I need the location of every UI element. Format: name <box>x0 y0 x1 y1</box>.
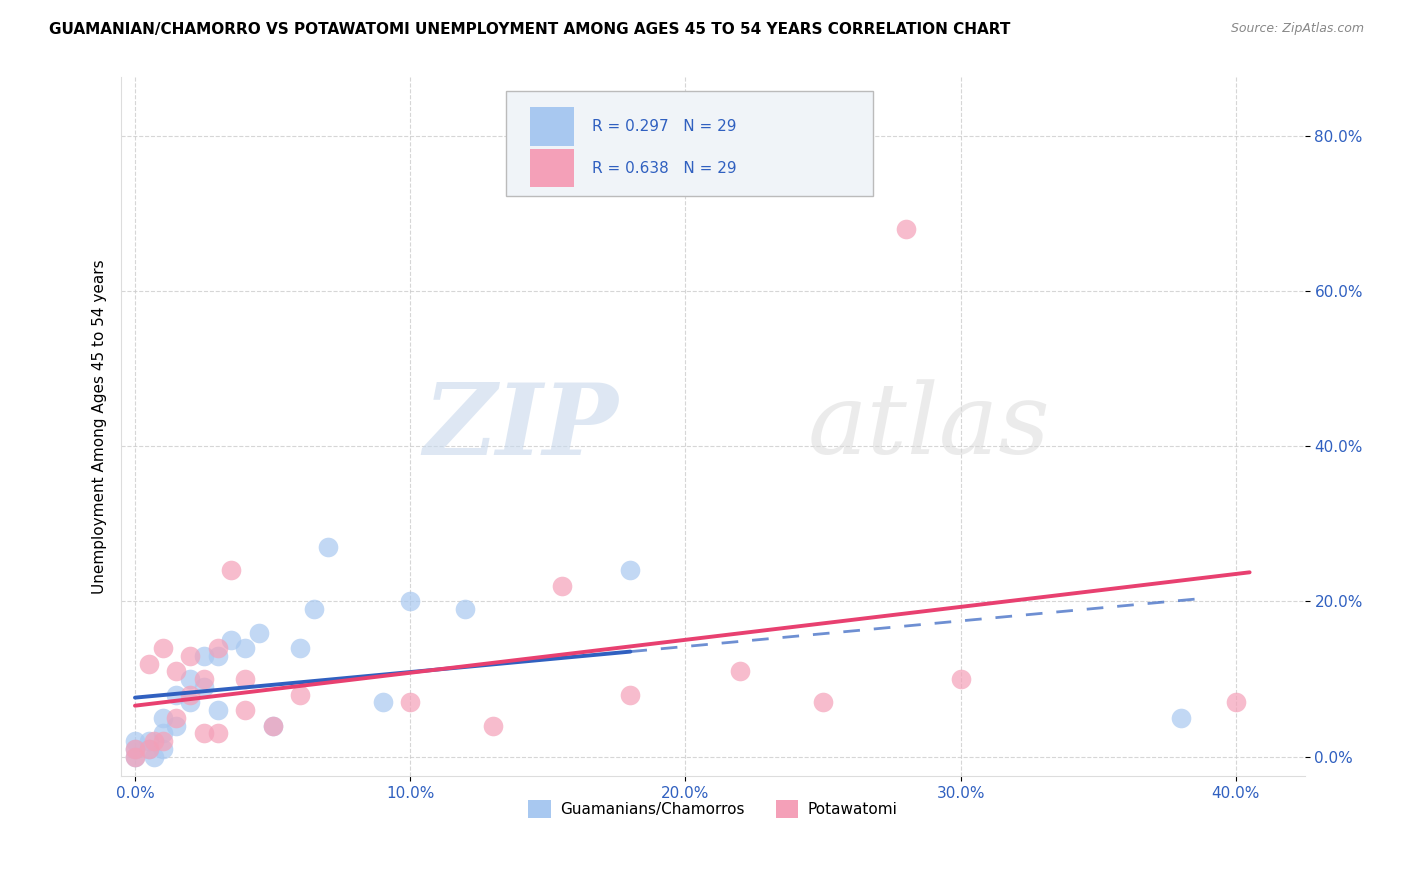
Text: R = 0.638   N = 29: R = 0.638 N = 29 <box>592 161 737 176</box>
Text: atlas: atlas <box>807 379 1050 475</box>
Point <box>247 625 270 640</box>
Point <box>288 641 311 656</box>
Point <box>221 564 243 578</box>
Point <box>152 742 174 756</box>
Point <box>207 726 229 740</box>
Point <box>399 695 422 709</box>
Point <box>207 703 229 717</box>
Point <box>454 602 477 616</box>
Point <box>262 719 284 733</box>
Point <box>233 703 256 717</box>
Point <box>152 711 174 725</box>
Point <box>138 657 160 671</box>
Point <box>124 749 146 764</box>
Point <box>124 734 146 748</box>
Point <box>124 742 146 756</box>
FancyBboxPatch shape <box>530 107 575 145</box>
Point <box>811 695 834 709</box>
Point <box>221 633 243 648</box>
Point <box>288 688 311 702</box>
Point <box>371 695 394 709</box>
Y-axis label: Unemployment Among Ages 45 to 54 years: Unemployment Among Ages 45 to 54 years <box>93 260 107 594</box>
Text: GUAMANIAN/CHAMORRO VS POTAWATOMI UNEMPLOYMENT AMONG AGES 45 TO 54 YEARS CORRELAT: GUAMANIAN/CHAMORRO VS POTAWATOMI UNEMPLO… <box>49 22 1011 37</box>
Point <box>152 734 174 748</box>
Point <box>179 688 201 702</box>
Point <box>152 641 174 656</box>
Point <box>143 749 166 764</box>
Point <box>262 719 284 733</box>
Point <box>165 719 187 733</box>
Point <box>949 672 972 686</box>
FancyBboxPatch shape <box>506 91 873 196</box>
Point <box>1170 711 1192 725</box>
Point <box>207 641 229 656</box>
Point <box>193 726 215 740</box>
Point <box>619 564 641 578</box>
Point <box>207 648 229 663</box>
Point <box>138 734 160 748</box>
Point <box>179 672 201 686</box>
Point <box>179 648 201 663</box>
Point <box>165 711 187 725</box>
Point <box>550 579 572 593</box>
Point <box>138 742 160 756</box>
Point <box>399 594 422 608</box>
Point <box>894 222 917 236</box>
Point <box>152 726 174 740</box>
Text: R = 0.297   N = 29: R = 0.297 N = 29 <box>592 119 737 134</box>
Point <box>233 641 256 656</box>
Point <box>124 742 146 756</box>
Point <box>619 688 641 702</box>
FancyBboxPatch shape <box>530 149 575 187</box>
Point <box>193 648 215 663</box>
Point <box>730 665 752 679</box>
Point <box>143 734 166 748</box>
Text: Source: ZipAtlas.com: Source: ZipAtlas.com <box>1230 22 1364 36</box>
Point <box>302 602 325 616</box>
Point <box>193 680 215 694</box>
Point <box>179 695 201 709</box>
Point <box>193 672 215 686</box>
Point <box>124 749 146 764</box>
Legend: Guamanians/Chamorros, Potawatomi: Guamanians/Chamorros, Potawatomi <box>522 794 904 824</box>
Text: ZIP: ZIP <box>423 378 619 475</box>
Point <box>138 742 160 756</box>
Point <box>165 665 187 679</box>
Point <box>1225 695 1247 709</box>
Point <box>233 672 256 686</box>
Point <box>165 688 187 702</box>
Point <box>316 540 339 554</box>
Point <box>481 719 503 733</box>
